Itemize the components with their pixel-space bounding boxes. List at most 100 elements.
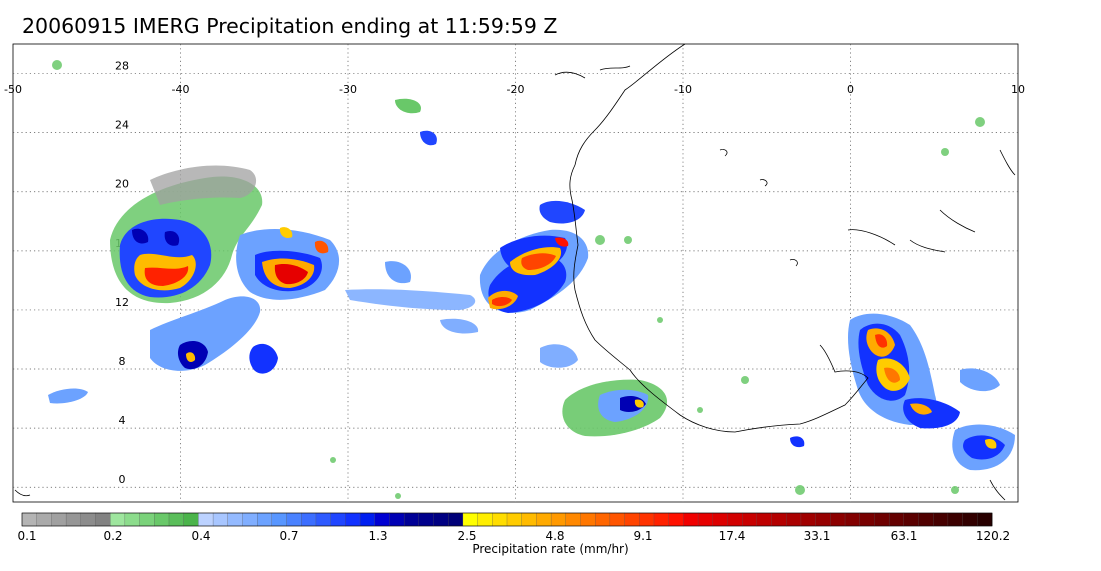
chart-title: 20060915 IMERG Precipitation ending at 1…	[22, 14, 558, 38]
colorbar-cell	[624, 512, 640, 527]
lon-tick-label: -30	[339, 83, 357, 96]
colorbar-cell	[345, 512, 361, 527]
precip-system-west	[110, 165, 263, 304]
colorbar-cell	[580, 512, 596, 527]
colorbar-label: 63.1	[890, 529, 918, 543]
colorbar-cell	[550, 512, 567, 527]
colorbar-cell	[315, 512, 332, 527]
colorbar-cell	[462, 512, 479, 527]
colorbar-cell	[844, 512, 861, 527]
precip-band-south-west	[48, 296, 278, 404]
colorbar-label: 33.1	[803, 529, 831, 543]
colorbar-label: 2.5	[457, 529, 477, 543]
coastline	[14, 44, 1016, 501]
colorbar-cell	[859, 512, 875, 527]
lon-tick-label: -20	[507, 83, 525, 96]
lon-tick-label: -10	[674, 83, 692, 96]
colorbar-cell	[139, 512, 155, 527]
colorbar-cell	[536, 512, 552, 527]
colorbar-cell	[154, 512, 170, 527]
colorbar-cell	[977, 512, 993, 527]
lat-tick-label: 8	[119, 355, 126, 368]
precip-system-central-west	[236, 227, 340, 300]
colorbar-cell	[95, 512, 111, 527]
colorbar-cell	[874, 512, 890, 527]
colorbar-label: 0.2	[103, 529, 123, 543]
colorbar-label: 9.1	[633, 529, 653, 543]
colorbar-cell	[242, 512, 258, 527]
colorbar-cell	[668, 512, 684, 527]
lat-tick-label: 20	[115, 178, 129, 191]
colorbar-label: 0.7	[279, 529, 299, 543]
precip-light-scatter	[52, 60, 985, 499]
colorbar-cell	[227, 512, 243, 527]
colorbar-cell	[448, 512, 464, 527]
colorbar-cell	[609, 512, 626, 527]
colorbar-label: 120.2	[975, 529, 1011, 543]
colorbar-cell	[271, 512, 287, 527]
colorbar-cell	[903, 512, 919, 527]
colorbar-label: 17.4	[718, 529, 746, 543]
colorbar-title: Precipitation rate (mm/hr)	[472, 542, 629, 556]
colorbar-cell	[403, 512, 420, 527]
colorbar-cell	[918, 512, 934, 527]
colorbar-cell	[888, 512, 905, 527]
precip-system-central	[479, 200, 589, 313]
lat-tick-label: 0	[119, 473, 126, 486]
colorbar-cell	[771, 512, 787, 527]
colorbar-cell	[933, 512, 949, 527]
map-grid	[13, 44, 1018, 502]
colorbar-cells	[21, 512, 993, 527]
colorbar-cell	[418, 512, 434, 527]
colorbar-cell	[595, 512, 611, 527]
colorbar-frame	[21, 512, 993, 527]
colorbar-cell	[374, 512, 390, 527]
colorbar-cell	[506, 512, 523, 527]
colorbar-cell	[51, 512, 67, 527]
colorbar-cell	[697, 512, 714, 527]
precip-system-east	[790, 313, 1015, 471]
colorbar-cell	[65, 512, 82, 527]
colorbar-cell	[433, 512, 449, 527]
colorbar-cell	[565, 512, 581, 527]
colorbar-cell	[947, 512, 964, 527]
colorbar-cell	[742, 512, 758, 527]
colorbar-cell	[683, 512, 699, 527]
colorbar-cell	[212, 512, 229, 527]
colorbar-label: 0.4	[191, 529, 211, 543]
colorbar-cell	[286, 512, 302, 527]
lon-tick-label: 10	[1011, 83, 1025, 96]
lon-tick-label: -40	[172, 83, 190, 96]
colorbar-cell	[639, 512, 655, 527]
colorbar-cell	[359, 512, 376, 527]
colorbar-cell	[80, 512, 96, 527]
colorbar-cell	[330, 512, 346, 527]
lat-tick-label: 12	[115, 296, 129, 309]
lat-tick-label: 4	[119, 414, 126, 427]
lat-tick-label: 28	[115, 60, 129, 73]
colorbar-cell	[183, 512, 199, 527]
colorbar-cell	[727, 512, 743, 527]
lon-tick-label: 0	[847, 83, 854, 96]
colorbar-cell	[110, 512, 126, 527]
precip-scattered-mid	[345, 98, 479, 334]
colorbar-cell	[168, 512, 185, 527]
colorbar-cell	[521, 512, 537, 527]
colorbar-cell	[800, 512, 817, 527]
lon-tick-label: -50	[4, 83, 22, 96]
colorbar-label: 4.8	[545, 529, 565, 543]
colorbar-cell	[653, 512, 670, 527]
colorbar-cell	[36, 512, 52, 527]
colorbar-cell	[257, 512, 273, 527]
colorbar-cell	[124, 512, 141, 527]
colorbar-cell	[830, 512, 846, 527]
colorbar-cell	[389, 512, 405, 527]
colorbar-cell	[786, 512, 802, 527]
colorbar-cell	[815, 512, 831, 527]
colorbar-label: 0.1	[17, 529, 37, 543]
colorbar-cell	[198, 512, 214, 527]
colorbar-label: 1.3	[368, 529, 388, 543]
colorbar-cell	[21, 512, 38, 527]
